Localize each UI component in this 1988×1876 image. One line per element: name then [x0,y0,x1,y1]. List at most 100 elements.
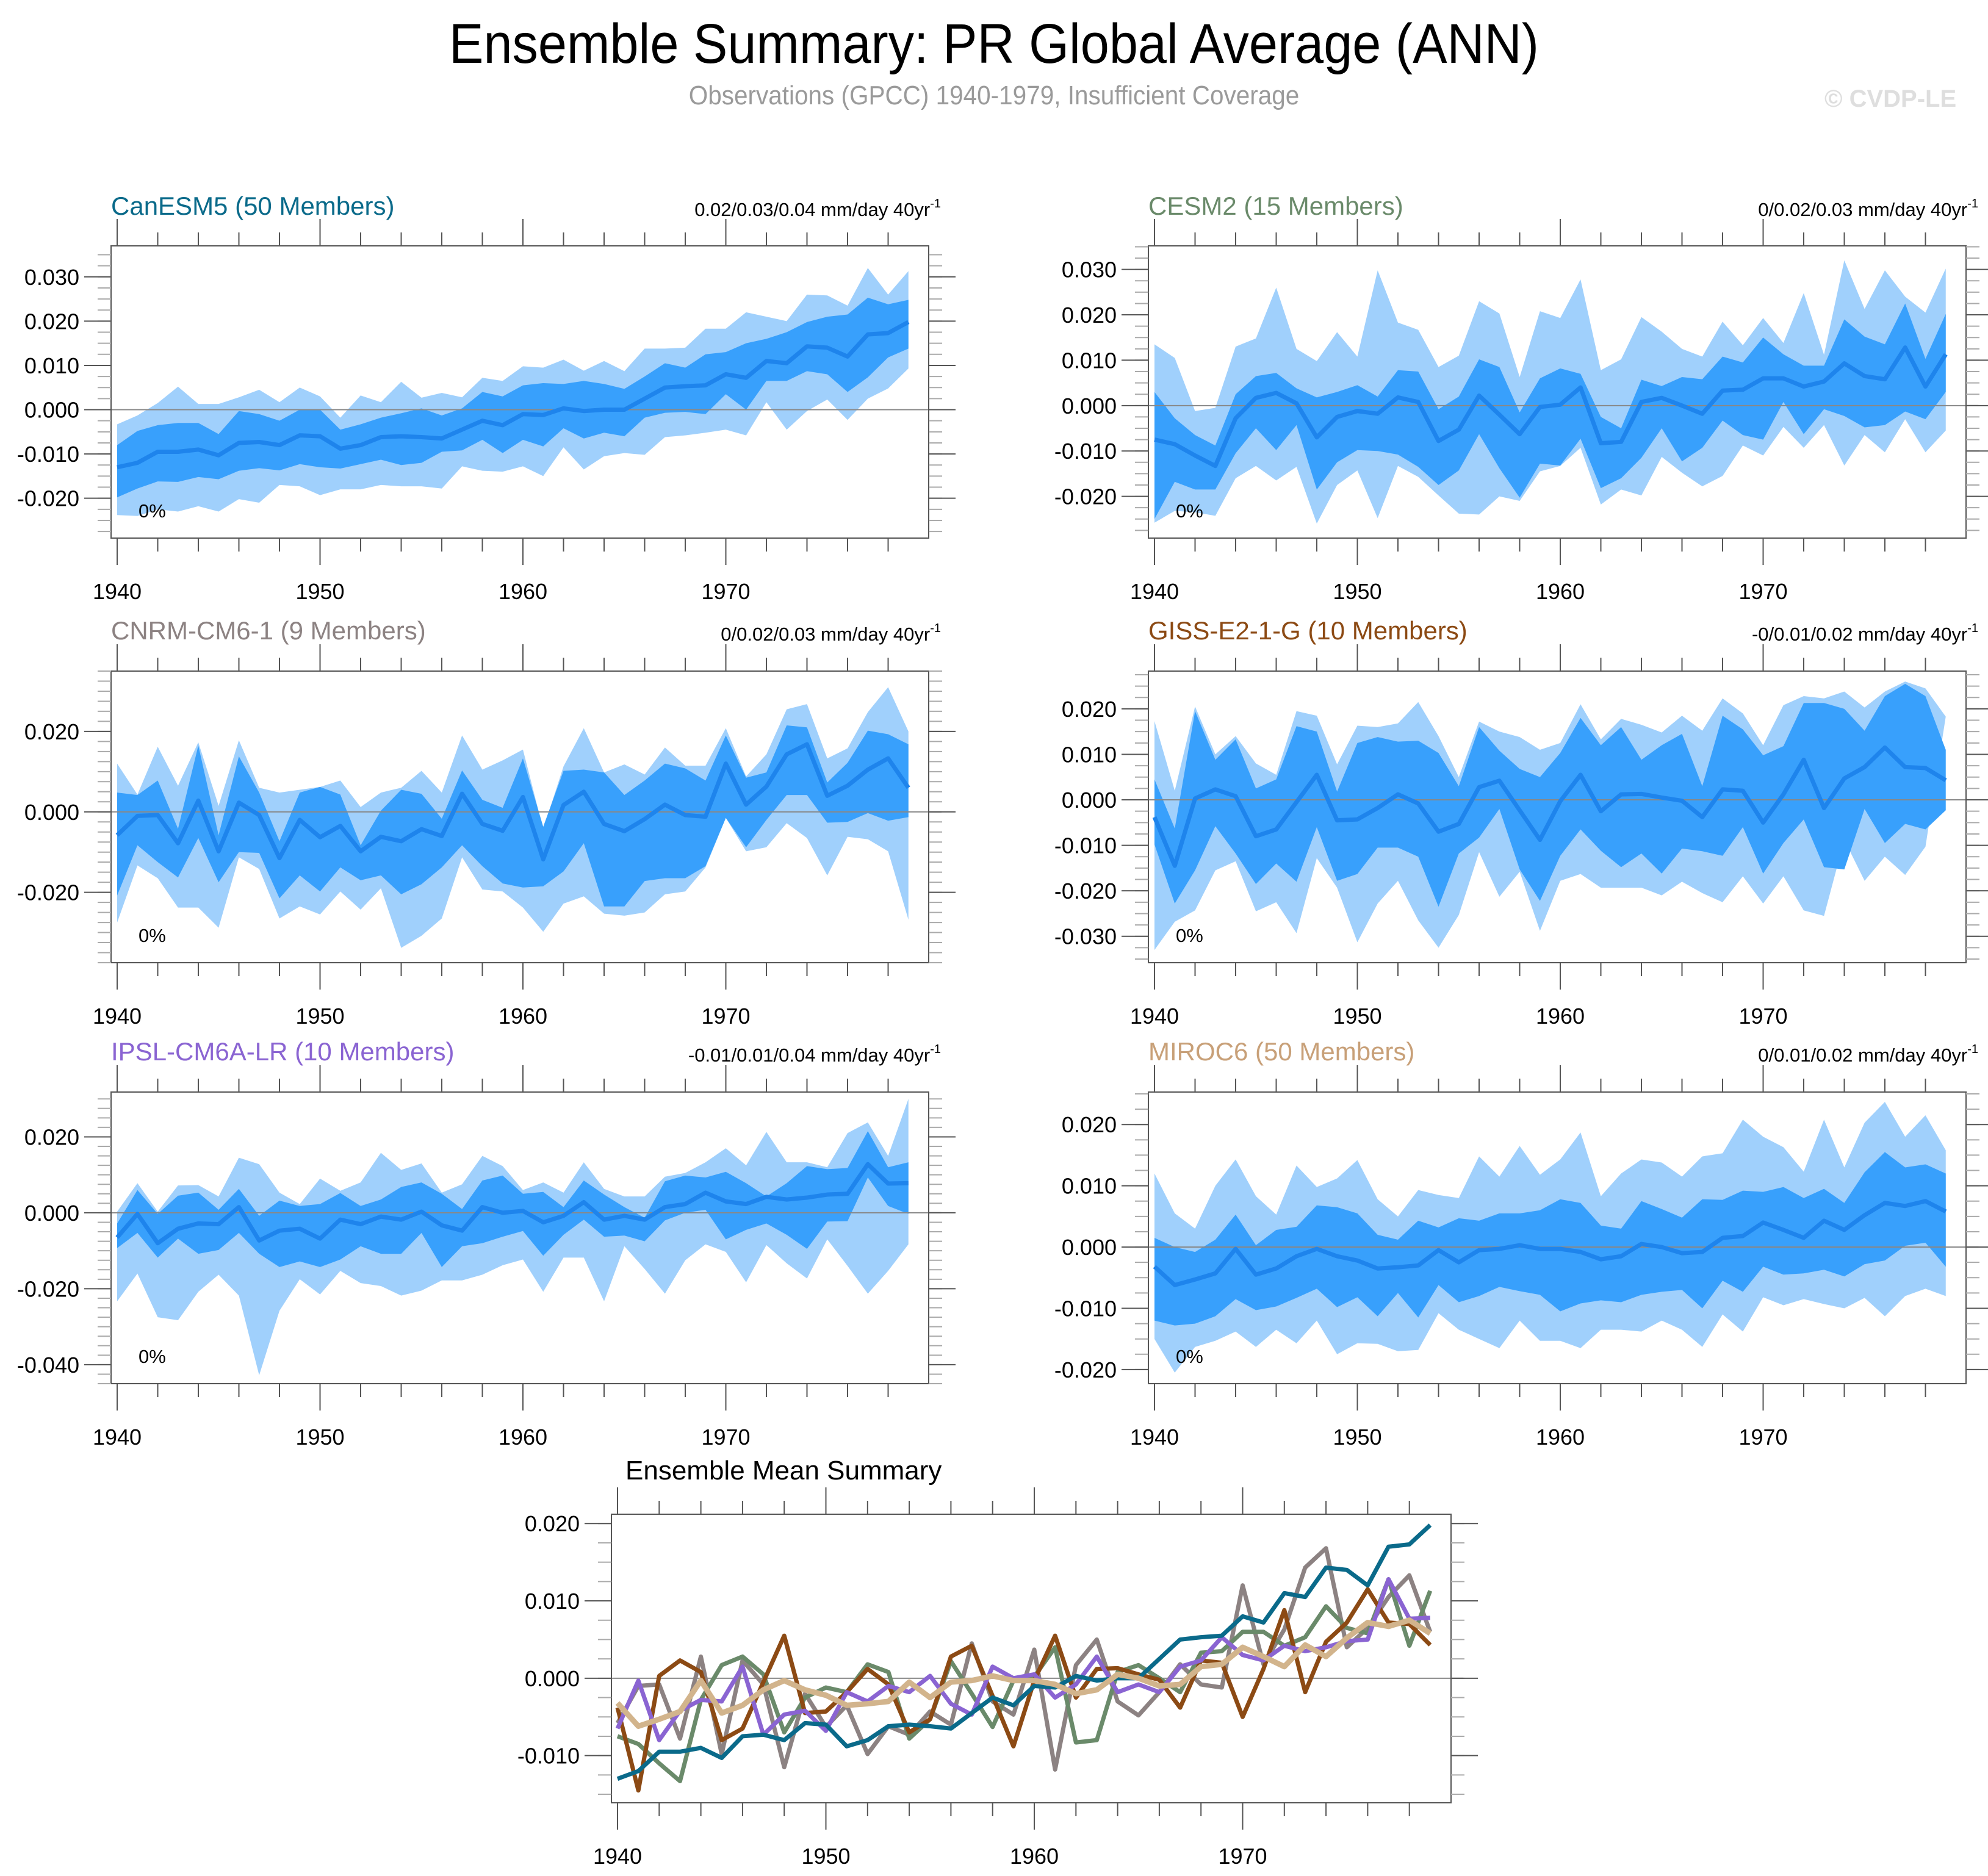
ensemble-mean-line [1153,1199,1947,1287]
x-tick-label: 1950 [801,1844,850,1869]
x-tick-label: 1950 [1333,1004,1381,1029]
y-tick-label: 0.000 [24,398,79,423]
plot-frame [1148,245,1967,539]
x-tick-label: 1970 [1218,1844,1267,1869]
y-tick-label: -0.020 [1054,1357,1117,1382]
x-tick-label: 1970 [701,579,750,604]
y-tick-label: -0.010 [17,442,79,467]
y-tick-label: 0.010 [1062,348,1117,373]
y-tick-label: 0.020 [525,1511,580,1536]
x-tick-label: 1960 [1536,1004,1585,1029]
x-tick-label: 1940 [1130,1004,1179,1029]
y-tick-label: 0.010 [24,353,79,378]
y-tick-label: -0.020 [17,880,79,905]
y-tick-label: 0.010 [1062,742,1117,767]
y-tick-label: 0.020 [24,1124,79,1149]
x-tick-label: 1950 [295,1004,344,1029]
outer-spread-band [117,1099,909,1376]
y-tick-label: 0.010 [525,1589,580,1614]
y-tick-label: 0.020 [24,309,79,334]
x-tick-label: 1970 [1738,1425,1787,1450]
x-tick-label: 1940 [1130,1425,1179,1450]
y-tick-label: 0.000 [24,800,79,825]
y-tick-label: 0.020 [1062,697,1117,722]
x-tick-label: 1970 [701,1425,750,1450]
y-tick-label: 0.000 [24,1201,79,1226]
inner-spread-band [1154,683,1946,907]
percent-label: 0% [139,925,166,946]
y-tick-label: 0.020 [1062,1112,1117,1137]
panel-title: CNRM-CM6-1 (9 Members) [111,616,426,645]
figure-title: Ensemble Summary: PR Global Average (ANN… [449,13,1539,75]
x-tick-label: 1940 [93,579,142,604]
y-tick-label: 0.020 [24,719,79,744]
panel-title: MIROC6 (50 Members) [1148,1037,1414,1066]
y-tick-label: -0.020 [1054,879,1117,904]
panel-title: CESM2 (15 Members) [1148,192,1403,220]
ensemble-mean-line [1154,345,1948,469]
y-tick-label: -0.020 [1054,484,1117,509]
x-tick-label: 1940 [1130,579,1179,604]
panel-miroc6: MIROC6 (50 Members) 0/0.01/0.02 mm/day 40… [1054,1037,1988,1450]
panel-title: GISS-E2-1-G (10 Members) [1148,616,1468,645]
inner-spread-band [117,297,909,498]
y-tick-label: 0.030 [24,265,79,290]
y-tick-label: 0.000 [1062,788,1117,813]
ensemble-mean-line [1152,745,1947,868]
panel-cesm2: CESM2 (15 Members) 0/0.02/0.03 mm/day 40y… [1054,192,1988,604]
plot-frame [1148,670,1967,963]
y-tick-label: -0.010 [1054,1296,1117,1321]
y-tick-label: -0.030 [1054,924,1117,949]
x-tick-label: 1950 [295,1425,344,1450]
figure-subtitle: Observations (GPCC) 1940-1979, Insuffici… [688,81,1300,110]
x-tick-label: 1960 [1536,1425,1585,1450]
panel-ipsl-cm6a-lr: IPSL-CM6A-LR (10 Members) -0.01/0.01/0.04… [17,1037,956,1450]
x-tick-label: 1950 [1333,1425,1381,1450]
y-tick-label: -0.040 [17,1353,79,1378]
percent-label: 0% [1176,500,1203,522]
panel-title: CanESM5 (50 Members) [111,192,394,220]
trend-label: 0/0.02/0.03 mm/day 40yr-1 [721,622,941,645]
inner-spread-band [117,1131,909,1267]
inner-spread-band [1154,1152,1946,1326]
plot-frame [110,245,929,539]
x-tick-label: 1940 [93,1004,142,1029]
x-tick-label: 1950 [295,579,344,604]
percent-label: 0% [139,1346,166,1367]
panel-cnrm-cm6-1: CNRM-CM6-1 (9 Members) 0/0.02/0.03 mm/day… [17,616,956,1029]
x-tick-label: 1970 [1738,1004,1787,1029]
trend-label: -0.01/0.01/0.04 mm/day 40yr-1 [688,1043,941,1066]
trend-label: 0/0.01/0.02 mm/day 40yr-1 [1758,1043,1978,1066]
y-tick-label: -0.010 [1054,439,1117,464]
plot-frame [110,670,929,963]
series-line-canesm5 [616,1523,1432,1781]
trend-label: -0/0.01/0.02 mm/day 40yr-1 [1752,622,1978,645]
ensemble-mean-line [115,742,910,862]
panel-title: IPSL-CM6A-LR (10 Members) [111,1037,454,1066]
plot-frame [1148,1091,1967,1384]
plot-frame [110,1091,929,1384]
series-line-giss-e2-1-g [615,1587,1432,1793]
x-tick-label: 1960 [499,1425,547,1450]
y-tick-label: -0.010 [517,1744,580,1769]
trend-label: 0/0.02/0.03 mm/day 40yr-1 [1758,197,1978,220]
panel-ensemble-mean-summary: Ensemble Mean Summary 1940 1950 1960 1970 -0.… [517,1456,1478,1869]
inner-spread-band [1154,303,1946,519]
y-tick-label: 0.000 [525,1666,580,1691]
y-tick-label: 0.000 [1062,1235,1117,1260]
percent-label: 0% [1176,1346,1203,1367]
percent-label: 0% [1176,925,1203,946]
panel-giss-e2-1-g: GISS-E2-1-G (10 Members) -0/0.01/0.02 mm/… [1054,616,1988,1029]
percent-label: 0% [139,500,166,522]
x-tick-label: 1970 [1738,579,1787,604]
x-tick-label: 1960 [499,1004,547,1029]
x-tick-label: 1960 [1536,579,1585,604]
series-line-miroc6 [615,1617,1432,1729]
x-tick-label: 1960 [1010,1844,1059,1869]
y-tick-label: 0.030 [1062,257,1117,282]
y-tick-label: 0.000 [1062,394,1117,419]
y-tick-label: -0.020 [17,1276,79,1301]
x-tick-label: 1960 [499,579,547,604]
trend-label: 0.02/0.03/0.04 mm/day 40yr-1 [694,197,941,220]
